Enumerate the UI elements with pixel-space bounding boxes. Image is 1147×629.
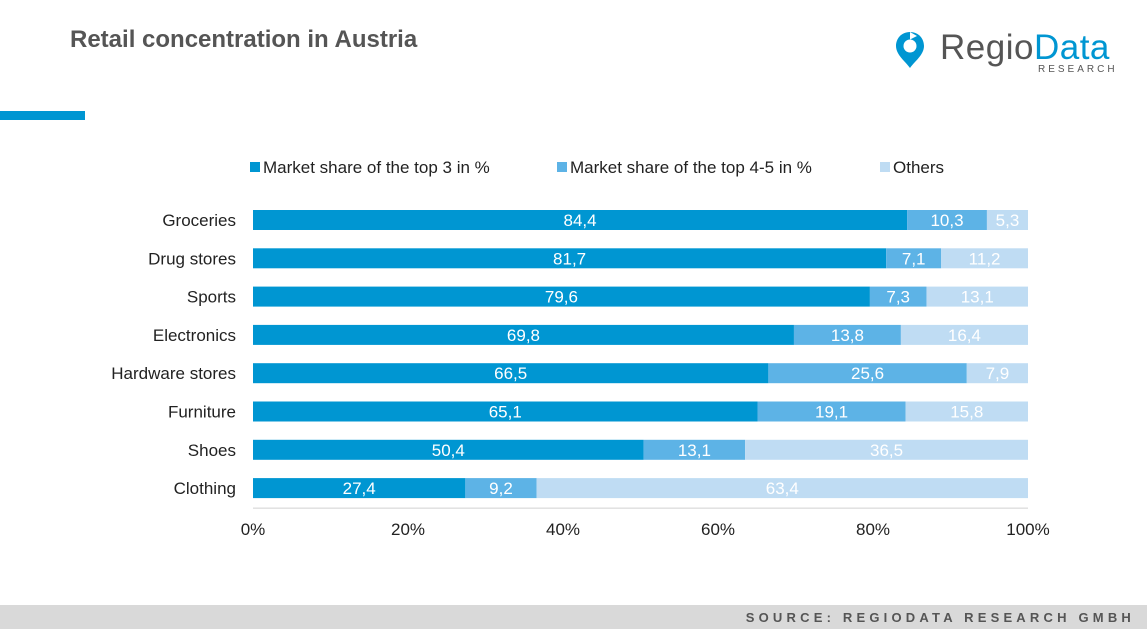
bar-segment xyxy=(986,210,1028,230)
data-label: 27,4 xyxy=(343,479,376,498)
x-tick-label: 0% xyxy=(241,520,266,539)
bar-segment xyxy=(757,401,906,422)
category-label: Furniture xyxy=(168,403,236,422)
data-label: 15,8 xyxy=(950,403,983,422)
bar-segment xyxy=(253,363,769,384)
data-label: 36,5 xyxy=(870,441,903,460)
x-tick-label: 80% xyxy=(856,520,890,539)
bar-segment xyxy=(926,286,1028,307)
data-label: 69,8 xyxy=(507,326,540,345)
stacked-bar-chart: Market share of the top 3 in % Market sha… xyxy=(111,158,1049,539)
logo-wordmark: RegioData xyxy=(940,28,1110,68)
category-label: Shoes xyxy=(188,441,236,460)
bar-segment xyxy=(253,248,887,269)
x-tick-label: 20% xyxy=(391,520,425,539)
legend-item-top4-5-swatch xyxy=(557,162,567,172)
location-pin-icon xyxy=(896,32,924,68)
bar-segment xyxy=(253,210,908,230)
data-label: 10,3 xyxy=(930,211,963,230)
bar-segment xyxy=(869,286,927,307)
data-label: 66,5 xyxy=(494,364,527,383)
category-label: Electronics xyxy=(153,326,236,345)
bar-segment xyxy=(253,324,794,345)
data-label: 7,9 xyxy=(986,364,1010,383)
legend-item-top3-swatch xyxy=(250,162,260,172)
bar-segment xyxy=(745,439,1028,460)
data-label: 50,4 xyxy=(432,441,465,460)
category-label: Groceries xyxy=(162,211,236,230)
x-tick-label: 40% xyxy=(546,520,580,539)
data-label: 13,1 xyxy=(961,288,994,307)
legend-item-top3-label: Market share of the top 3 in % xyxy=(263,158,490,177)
data-label: 25,6 xyxy=(851,364,884,383)
regiodata-logo: RegioData RESEARCH xyxy=(892,28,1122,76)
bar-segment xyxy=(900,324,1028,345)
bar-segment xyxy=(465,478,537,499)
bar-segment xyxy=(643,439,746,460)
data-label: 11,2 xyxy=(969,249,1001,268)
category-label: Hardware stores xyxy=(111,364,236,383)
footer-bar: SOURCE: REGIODATA RESEARCH GMBH xyxy=(0,605,1147,629)
data-label: 7,3 xyxy=(886,288,910,307)
bar-segment xyxy=(253,286,870,307)
bar-segment xyxy=(886,248,942,269)
title-accent-bar xyxy=(0,111,85,120)
x-tick-label: 100% xyxy=(1006,520,1049,539)
bar-segment xyxy=(768,363,967,384)
legend-item-others-label: Others xyxy=(893,158,944,177)
logo-name-part2: Data xyxy=(1033,28,1110,67)
x-tick-label: 60% xyxy=(701,520,735,539)
bar-segment xyxy=(966,363,1028,384)
data-label: 7,1 xyxy=(902,249,926,268)
category-label: Sports xyxy=(187,288,236,307)
data-label: 13,1 xyxy=(678,441,711,460)
bar-segment xyxy=(536,478,1028,499)
data-label: 16,4 xyxy=(948,326,981,345)
category-label: Clothing xyxy=(174,479,236,498)
page-title: Retail concentration in Austria xyxy=(70,26,418,53)
bar-segment xyxy=(905,401,1028,422)
data-label: 9,2 xyxy=(489,479,513,498)
data-label: 5,3 xyxy=(996,211,1020,230)
category-label: Drug stores xyxy=(148,249,236,268)
data-label: 13,8 xyxy=(831,326,864,345)
data-label: 81,7 xyxy=(553,249,586,268)
data-label: 84,4 xyxy=(564,211,597,230)
data-label: 19,1 xyxy=(815,403,848,422)
bar-segment xyxy=(253,478,466,499)
bar-segment xyxy=(793,324,901,345)
logo-subtitle: RESEARCH xyxy=(1038,64,1118,75)
logo-name-part1: Regio xyxy=(940,28,1034,67)
data-label: 63,4 xyxy=(766,479,799,498)
bar-segment xyxy=(907,210,987,230)
bar-segment xyxy=(253,439,644,460)
data-label: 79,6 xyxy=(545,288,578,307)
bar-segment xyxy=(941,248,1028,269)
legend-item-top4-5-label: Market share of the top 4-5 in % xyxy=(570,158,812,177)
data-label: 65,1 xyxy=(489,403,522,422)
source-note: SOURCE: REGIODATA RESEARCH GMBH xyxy=(745,610,1135,625)
legend-item-others-swatch xyxy=(880,162,890,172)
bar-segment xyxy=(253,401,758,422)
